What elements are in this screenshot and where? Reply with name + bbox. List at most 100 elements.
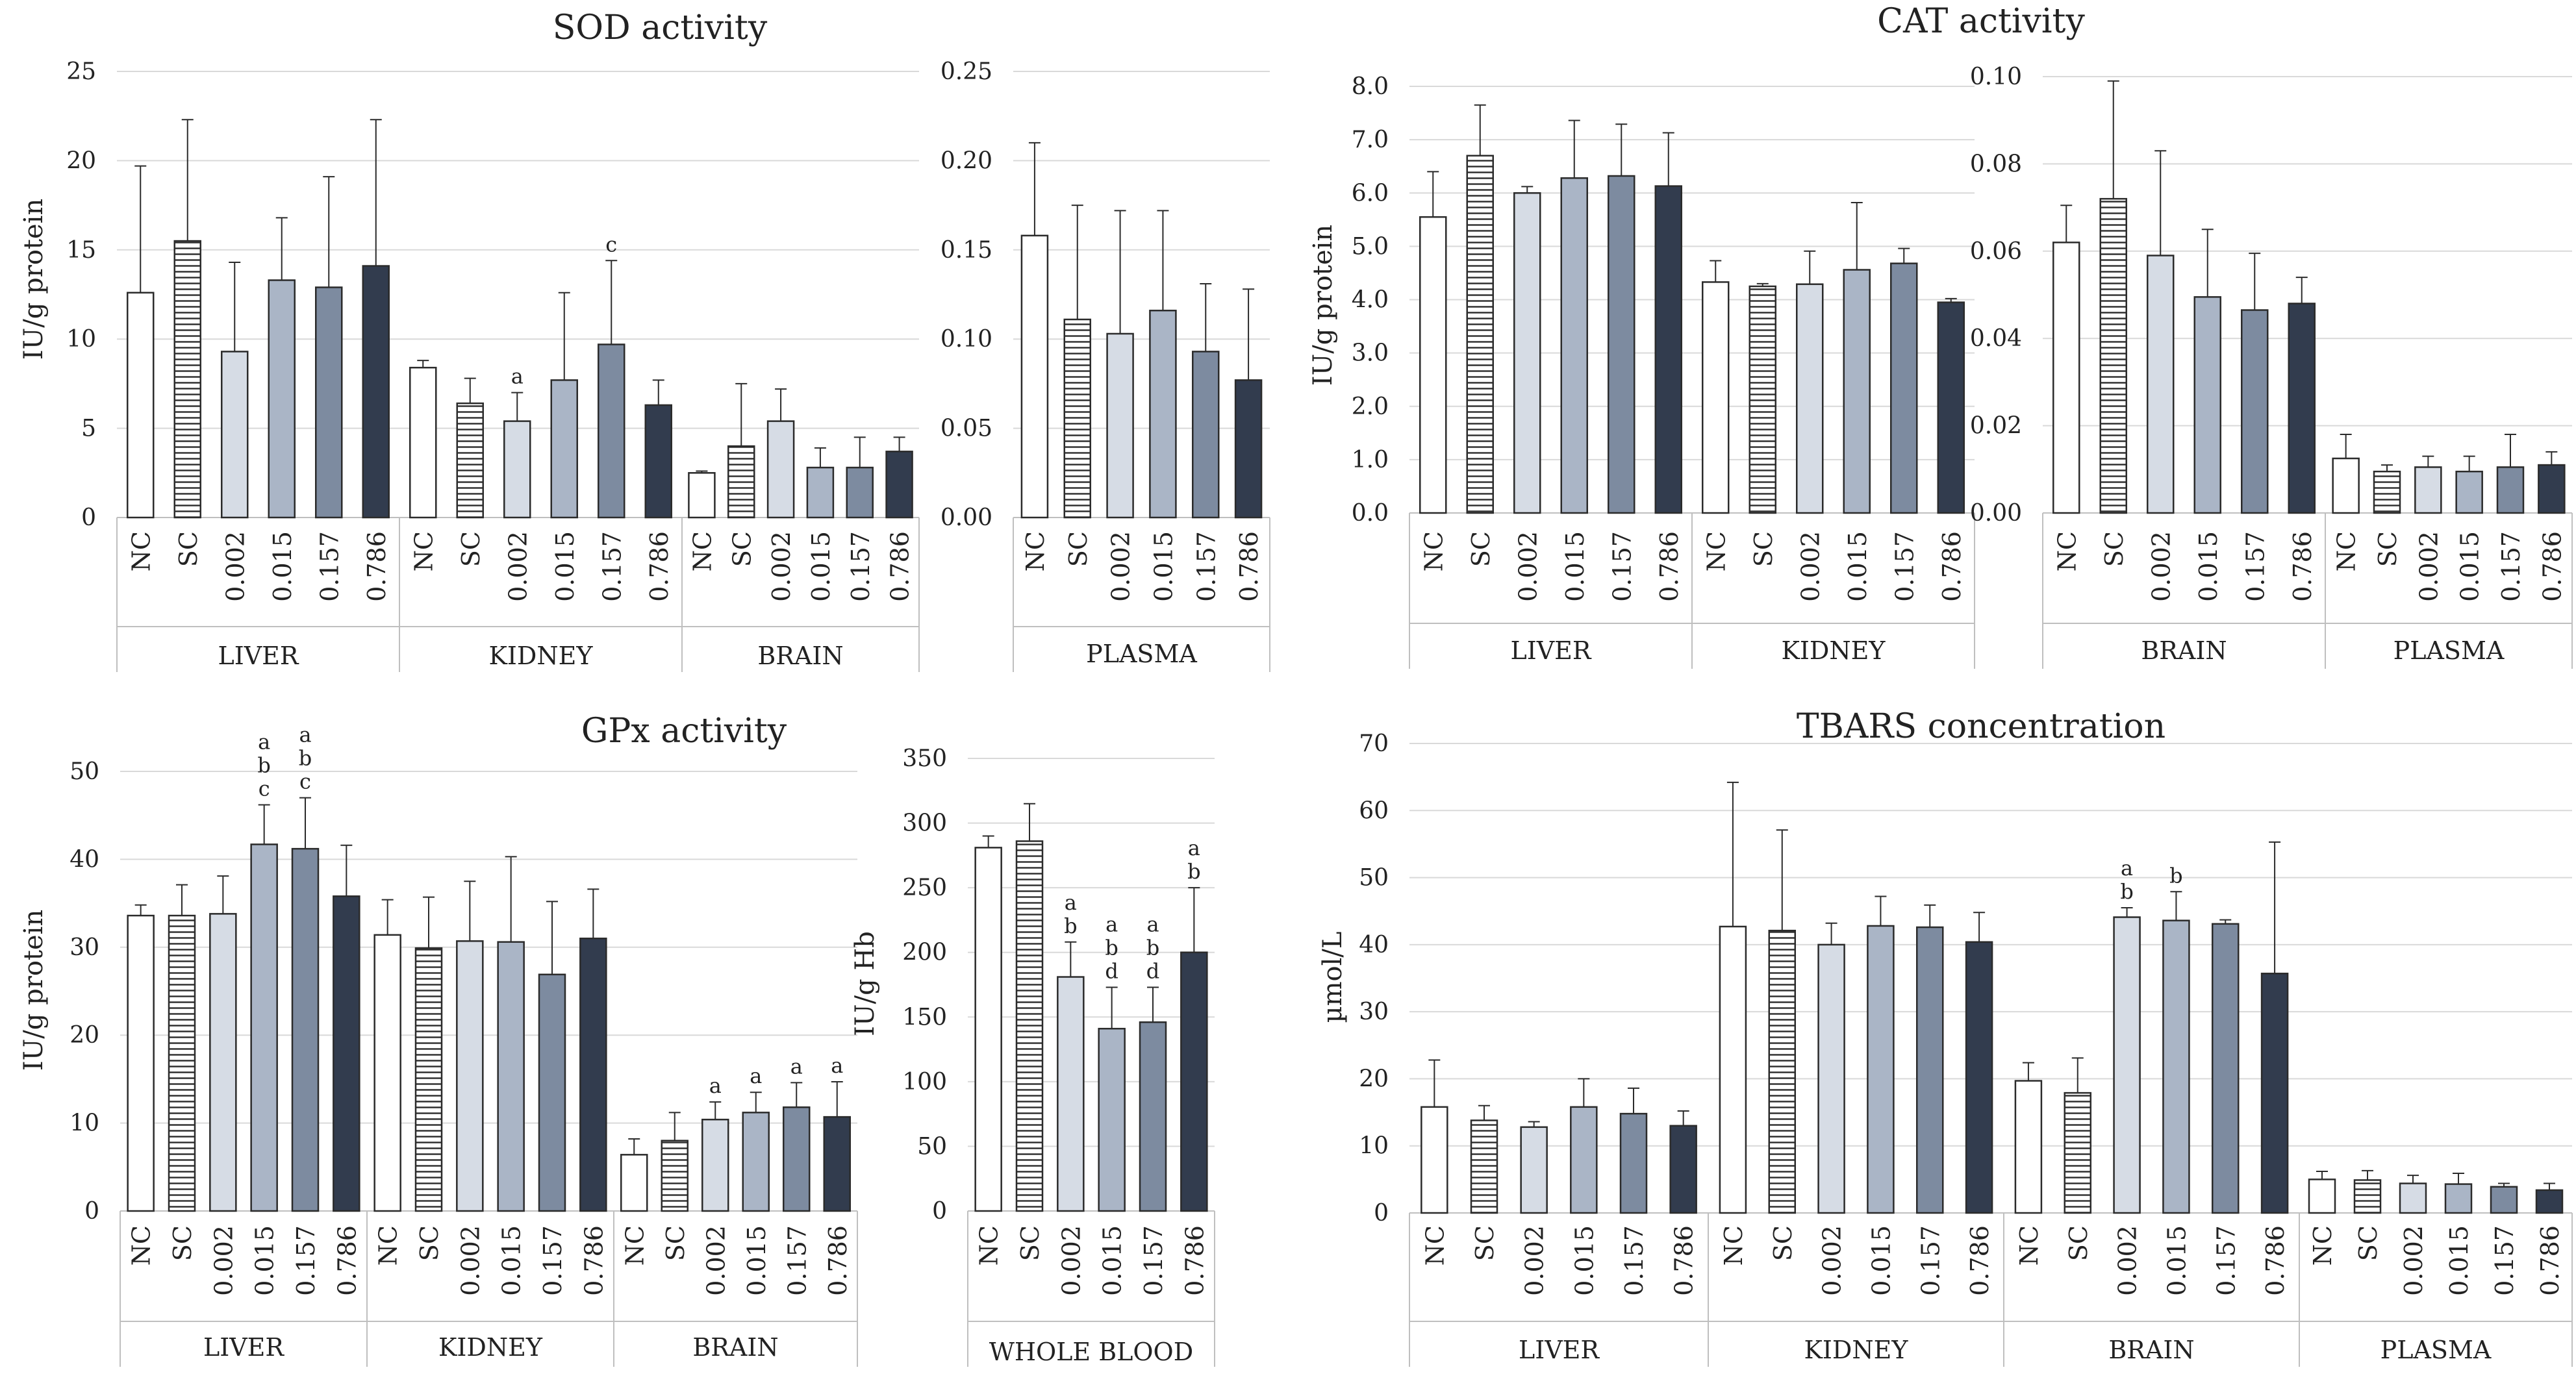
bar [598, 343, 625, 519]
bar [2193, 296, 2221, 514]
bar [1419, 216, 1447, 514]
x-category-label: 0.002 [1107, 531, 1135, 602]
y-tick-label: 0 [1374, 1200, 1389, 1227]
x-category-label: 0.015 [2456, 531, 2484, 602]
y-tick-label: 10 [1359, 1133, 1389, 1160]
y-tick-label: 100 [902, 1069, 947, 1095]
x-category-label: SC [2064, 1225, 2093, 1261]
y-tick-label: 20 [1359, 1066, 1389, 1092]
group-label: BRAIN [2108, 1336, 2194, 1364]
significance-label: b [1064, 914, 1077, 938]
y-axis-label: IU/g Hb [850, 931, 880, 1036]
cat-chart-title: CAT activity [1877, 2, 2085, 41]
bar [1937, 301, 1965, 514]
bar [1702, 281, 1730, 514]
bar [1560, 177, 1588, 514]
y-tick-label: 5 [81, 416, 96, 442]
bar [1466, 155, 1494, 514]
bar [2162, 919, 2190, 1214]
bar [846, 466, 874, 519]
significance-label: a [1146, 912, 1159, 936]
bar [688, 472, 716, 519]
x-category-label: 0.015 [1570, 1225, 1598, 1296]
x-category-label: 0.786 [2536, 1225, 2564, 1296]
bar [2538, 464, 2566, 514]
x-category-label: 0.015 [742, 1225, 771, 1296]
tbars-chart-title: TBARS concentration [1797, 707, 2166, 746]
y-tick-label: 0.10 [941, 326, 992, 353]
x-category-label: 0.786 [2288, 531, 2317, 602]
significance-label: b [2120, 879, 2133, 904]
x-category-label: 0.786 [333, 1225, 361, 1296]
x-category-label: NC [1719, 1225, 1748, 1266]
significance-label: c [605, 232, 617, 256]
x-category-label: 0.002 [1513, 531, 1542, 602]
y-tick-label: 150 [902, 1004, 947, 1030]
x-category-label: 0.157 [1890, 531, 1919, 602]
x-category-label: SC [457, 531, 485, 567]
x-category-label: SC [661, 1225, 690, 1261]
x-category-label: NC [1419, 531, 1448, 571]
bar [1020, 234, 1049, 519]
bar [2014, 1080, 2043, 1214]
x-category-label: 0.015 [1843, 531, 1872, 602]
bar [885, 451, 913, 519]
bar [1106, 332, 1134, 519]
x-category-label: 0.015 [807, 531, 835, 602]
bar [2455, 470, 2483, 514]
bar [2444, 1183, 2473, 1214]
x-category-label: 0.002 [1818, 1225, 1847, 1296]
bar [1192, 351, 1220, 519]
x-category-label: NC [1702, 531, 1730, 571]
cat-organs-plot: 0.0 1.0 2.0 3.0 4.0 5.0 6.0 7.0 8.0 IU/g protein L… [1308, 73, 1975, 669]
x-category-label: 0.786 [1180, 1225, 1209, 1296]
group-label: BRAIN [757, 642, 843, 670]
bar [579, 938, 607, 1212]
y-tick-label: 10 [69, 1110, 99, 1137]
x-category-label: NC [2308, 1225, 2337, 1266]
bar [2241, 309, 2269, 514]
y-tick-label: 0.15 [941, 237, 992, 264]
bar [2113, 916, 2141, 1214]
x-category-label: 0.786 [362, 531, 391, 602]
x-category-label: 0.157 [2212, 1225, 2240, 1296]
bar [2147, 255, 2175, 514]
x-category-label: 0.157 [2490, 1225, 2519, 1296]
bar [315, 286, 343, 519]
x-category-label: NC [127, 531, 155, 571]
y-tick-label: 50 [917, 1133, 947, 1160]
bar [127, 914, 155, 1212]
x-category-label: 0.786 [1965, 1225, 1994, 1296]
x-category-label: 0.157 [292, 1225, 320, 1296]
x-category-label: 0.157 [2241, 531, 2269, 602]
bar [1843, 269, 1871, 514]
x-category-label: SC [2373, 531, 2402, 567]
significance-label: c [259, 776, 270, 801]
x-category-label: 0.786 [2261, 1225, 2290, 1296]
y-tick-label: 1.0 [1352, 447, 1389, 473]
x-category-label: 0.002 [456, 1225, 485, 1296]
group-label: PLASMA [2380, 1336, 2492, 1364]
bar [742, 1112, 770, 1212]
y-tick-label: 0.10 [1970, 64, 2022, 90]
y-tick-label: 60 [1359, 797, 1389, 824]
y-tick-label: 200 [902, 940, 947, 966]
sod-plasma-plot: 0.00 0.05 0.10 0.15 0.20 0.25 PLASMA NC SC 0.002 0… [941, 58, 1270, 672]
y-tick-label: 0 [81, 505, 96, 531]
x-category-label: SC [415, 1225, 444, 1261]
bar [2260, 973, 2289, 1214]
group-label: KIDNEY [1782, 636, 1886, 665]
x-category-label: SC [2354, 1225, 2382, 1261]
x-category-label: NC [374, 1225, 403, 1266]
x-category-label: 0.002 [2147, 531, 2175, 602]
bar [1916, 926, 1944, 1214]
bar [620, 1154, 648, 1212]
x-category-label: NC [975, 1225, 1004, 1266]
x-category-label: 0.786 [1655, 531, 1684, 602]
bar [1513, 192, 1541, 514]
bar [2212, 923, 2240, 1214]
group-label: KIDNEY [1804, 1336, 1909, 1364]
y-tick-label: 30 [69, 934, 99, 961]
x-category-label: 0.015 [2194, 531, 2223, 602]
